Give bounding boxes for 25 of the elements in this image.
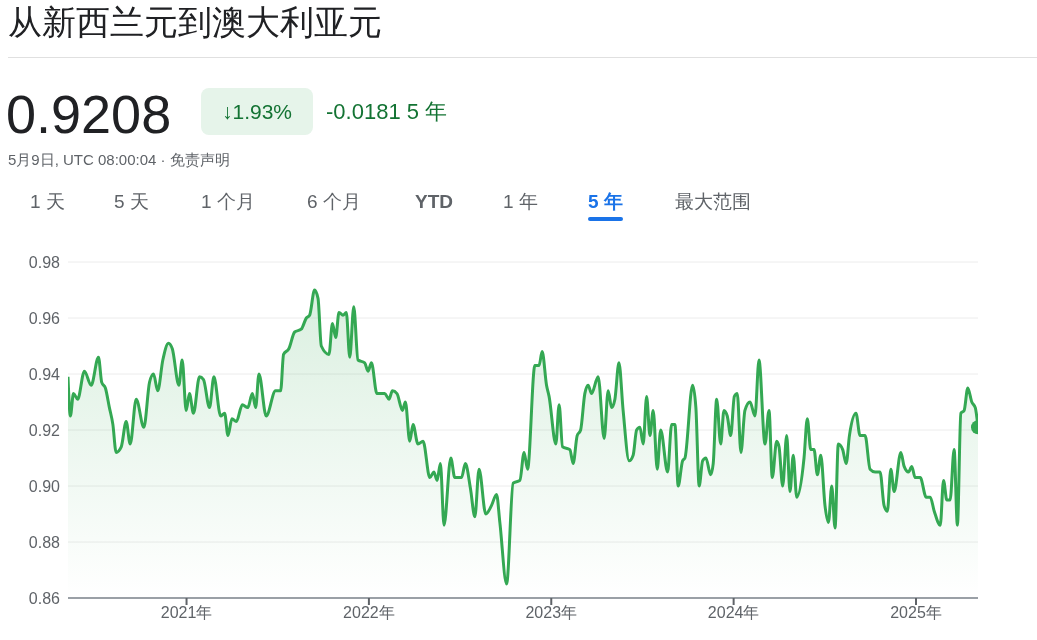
y-tick-label: 0.96 xyxy=(28,309,61,327)
x-tick-label: 2025年 xyxy=(890,604,942,622)
text: ↓1.93% xyxy=(201,88,313,135)
x-tick-label: 2021年 xyxy=(160,604,213,622)
text: 5 天 xyxy=(114,190,149,214)
y-tick-label: 0.92 xyxy=(28,421,61,439)
x-tick-label: 2022年 xyxy=(343,604,395,622)
y-tick-label: 0.90 xyxy=(28,477,61,495)
y-tick-label: 0.98 xyxy=(28,253,61,271)
chart-subtitle: 0.9208 xyxy=(6,84,172,144)
text: 1 天 xyxy=(30,190,65,214)
y-tick-label: 0.86 xyxy=(28,589,61,607)
chart-title: 从新西兰元到澳大利亚元 xyxy=(8,2,382,43)
text: YTD xyxy=(415,190,453,214)
text: 1 年 xyxy=(503,190,538,214)
x-tick-label: 2023年 xyxy=(525,604,578,622)
y-tick-label: 0.88 xyxy=(28,533,61,551)
x-tick-label: 2024年 xyxy=(707,604,760,622)
y-tick-label: 0.94 xyxy=(28,365,61,383)
text: 6 个月 xyxy=(307,190,361,214)
text: 5月9日, UTC 08:00:04 · 免责声明 xyxy=(8,150,230,170)
text: -0.0181 5 年 xyxy=(326,98,448,126)
text: 5 年 xyxy=(588,190,623,214)
text: 1 个月 xyxy=(201,190,255,214)
text: 最大范围 xyxy=(675,190,751,214)
